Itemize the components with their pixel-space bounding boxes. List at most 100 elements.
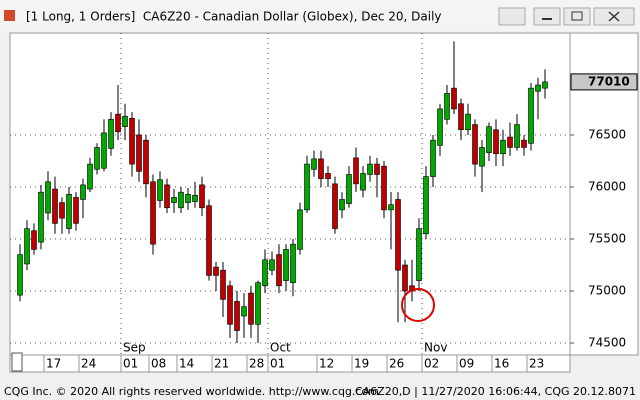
candle-body — [346, 174, 352, 204]
candle-body — [206, 205, 212, 276]
y-tick-label: 75500 — [588, 231, 626, 245]
candle-body — [395, 199, 401, 271]
candle-body — [458, 103, 464, 131]
candle-body — [38, 191, 44, 243]
candle-body — [241, 306, 247, 317]
x-tick-label: 21 — [214, 357, 229, 371]
candle-body — [297, 209, 303, 250]
month-label: Oct — [270, 341, 291, 355]
candle-body — [108, 119, 114, 149]
candle-body — [493, 129, 499, 154]
candle-body — [220, 269, 226, 300]
candle-body — [185, 193, 191, 203]
plot: 74500 75000 75500 76000 76500 17 24 01 Sep 08 14 21… — [10, 33, 638, 372]
candle-body — [255, 282, 261, 325]
candle-body — [374, 163, 380, 175]
candle-body — [486, 126, 492, 153]
scroll-box[interactable] — [11, 352, 23, 372]
window-title: [1 Long, 1 Orders] CA6Z20 - Canadian Dol… — [26, 10, 442, 24]
candle-body — [66, 193, 72, 229]
x-tick-label: 14 — [179, 357, 194, 371]
y-tick-label: 74500 — [588, 336, 626, 350]
candle-body — [269, 259, 275, 271]
x-tick-label: 28 — [249, 357, 264, 371]
candle-body — [24, 228, 30, 265]
candle-body — [234, 301, 240, 331]
candle-body — [143, 139, 149, 185]
x-tick-label: 17 — [46, 357, 61, 371]
last-price-label: 77010 — [588, 74, 630, 88]
candle-body — [290, 243, 296, 283]
candle-body — [129, 118, 135, 165]
candle-body — [388, 204, 394, 211]
last-price-box — [570, 73, 638, 91]
candle-body — [17, 254, 23, 296]
x-tick-label: 01 — [123, 357, 138, 371]
candle-body — [437, 108, 443, 146]
candle-body — [325, 173, 331, 179]
candle-body — [136, 134, 142, 172]
candle-body — [157, 179, 163, 201]
candle-body — [304, 163, 310, 211]
candle-body — [535, 84, 541, 92]
candle-body — [360, 173, 366, 191]
candle-body — [451, 87, 457, 110]
candle-body — [94, 147, 100, 170]
candle-body — [73, 197, 79, 224]
x-tick-label: 19 — [354, 357, 369, 371]
x-tick-label: 16 — [494, 357, 509, 371]
candle-body — [227, 285, 233, 325]
minimize-button[interactable] — [533, 7, 561, 26]
candle-body — [353, 157, 359, 185]
candle-body — [171, 197, 177, 203]
candle-body — [416, 228, 422, 281]
candle-body — [276, 254, 282, 287]
candle-body — [472, 124, 478, 165]
candle-body — [52, 188, 58, 224]
candle-body — [248, 292, 254, 325]
maximize-button[interactable] — [563, 7, 591, 26]
x-tick-label: 23 — [529, 357, 544, 371]
y-tick-label: 76000 — [588, 179, 626, 193]
candle-body — [332, 183, 338, 229]
candle-body — [115, 113, 121, 133]
candle-body — [283, 249, 289, 281]
x-tick-label: 24 — [81, 357, 96, 371]
x-tick-label: 26 — [389, 357, 404, 371]
title-bar — [0, 0, 640, 31]
candle-body — [122, 115, 128, 127]
date-axis — [9, 354, 571, 373]
y-tick-label: 76500 — [588, 127, 626, 141]
candle-body — [479, 147, 485, 167]
candle-body — [31, 230, 37, 250]
candle-body — [542, 81, 548, 89]
candle-body — [339, 199, 345, 211]
candle-body — [101, 132, 107, 169]
candle-body — [381, 165, 387, 211]
candle-body — [199, 184, 205, 209]
candle-body — [178, 191, 184, 209]
x-tick-label: 12 — [319, 357, 334, 371]
link-button[interactable] — [498, 7, 526, 26]
close-icon — [608, 11, 620, 22]
candle-body — [150, 181, 156, 245]
candle-body — [87, 163, 93, 190]
candle-body — [500, 139, 506, 154]
candle-body — [192, 195, 198, 202]
candle-body — [45, 181, 51, 214]
x-tick-label: 01 — [270, 357, 285, 371]
x-tick-label: 08 — [151, 357, 166, 371]
y-tick-label: 75000 — [588, 284, 626, 298]
candle-body — [514, 124, 520, 148]
maximize-icon — [571, 11, 583, 21]
footer-right: CA6Z20,D | 11/27/2020 16:06:44, CQG 20.1… — [355, 385, 636, 398]
candle-body — [213, 266, 219, 276]
month-label: Nov — [424, 341, 447, 355]
candle-body — [430, 139, 436, 177]
candle-body — [507, 136, 513, 148]
candle-body — [318, 158, 324, 179]
candle-body — [521, 139, 527, 148]
annotation-circle — [401, 288, 435, 322]
candle-body — [423, 176, 429, 235]
candle-body — [402, 264, 408, 292]
